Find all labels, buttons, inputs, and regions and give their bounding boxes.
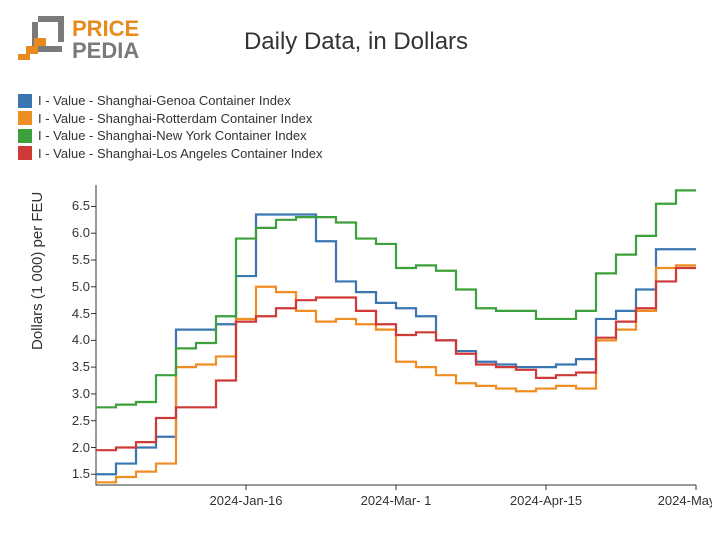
legend-label: I - Value - Shanghai-Los Angeles Contain… bbox=[38, 145, 323, 163]
y-tick-label: 5.0 bbox=[60, 279, 90, 294]
y-tick-label: 4.5 bbox=[60, 306, 90, 321]
legend-swatch bbox=[18, 146, 32, 160]
legend-swatch bbox=[18, 111, 32, 125]
y-tick-label: 1.5 bbox=[60, 466, 90, 481]
x-tick-label: 2024-May-30 bbox=[658, 493, 712, 508]
x-tick-label: 2024-Jan-16 bbox=[210, 493, 283, 508]
y-tick-label: 5.5 bbox=[60, 252, 90, 267]
x-tick-label: 2024-Mar- 1 bbox=[361, 493, 432, 508]
y-tick-label: 2.0 bbox=[60, 440, 90, 455]
series-line bbox=[96, 265, 696, 482]
legend-label: I - Value - Shanghai-New York Container … bbox=[38, 127, 307, 145]
y-tick-label: 6.0 bbox=[60, 225, 90, 240]
legend-swatch bbox=[18, 94, 32, 108]
plot-area: Dollars (1 000) per FEU 1.52.02.53.03.54… bbox=[34, 185, 696, 515]
legend-item: I - Value - Shanghai-Los Angeles Contain… bbox=[18, 145, 323, 163]
legend-item: I - Value - Shanghai-Genoa Container Ind… bbox=[18, 92, 323, 110]
legend-label: I - Value - Shanghai-Rotterdam Container… bbox=[38, 110, 312, 128]
y-tick-label: 2.5 bbox=[60, 413, 90, 428]
y-tick-label: 6.5 bbox=[60, 198, 90, 213]
chart-title: Daily Data, in Dollars bbox=[0, 28, 712, 56]
legend-item: I - Value - Shanghai-New York Container … bbox=[18, 127, 323, 145]
y-tick-label: 4.0 bbox=[60, 332, 90, 347]
y-axis-label: Dollars (1 000) per FEU bbox=[29, 192, 46, 350]
legend: I - Value - Shanghai-Genoa Container Ind… bbox=[18, 92, 323, 162]
y-tick-label: 3.0 bbox=[60, 386, 90, 401]
legend-label: I - Value - Shanghai-Genoa Container Ind… bbox=[38, 92, 291, 110]
legend-item: I - Value - Shanghai-Rotterdam Container… bbox=[18, 110, 323, 128]
series-line bbox=[96, 190, 696, 407]
y-tick-label: 3.5 bbox=[60, 359, 90, 374]
x-tick-label: 2024-Apr-15 bbox=[510, 493, 582, 508]
plot-svg bbox=[96, 185, 696, 485]
page: PRICEPEDIA Daily Data, in Dollars I - Va… bbox=[0, 0, 712, 555]
legend-swatch bbox=[18, 129, 32, 143]
